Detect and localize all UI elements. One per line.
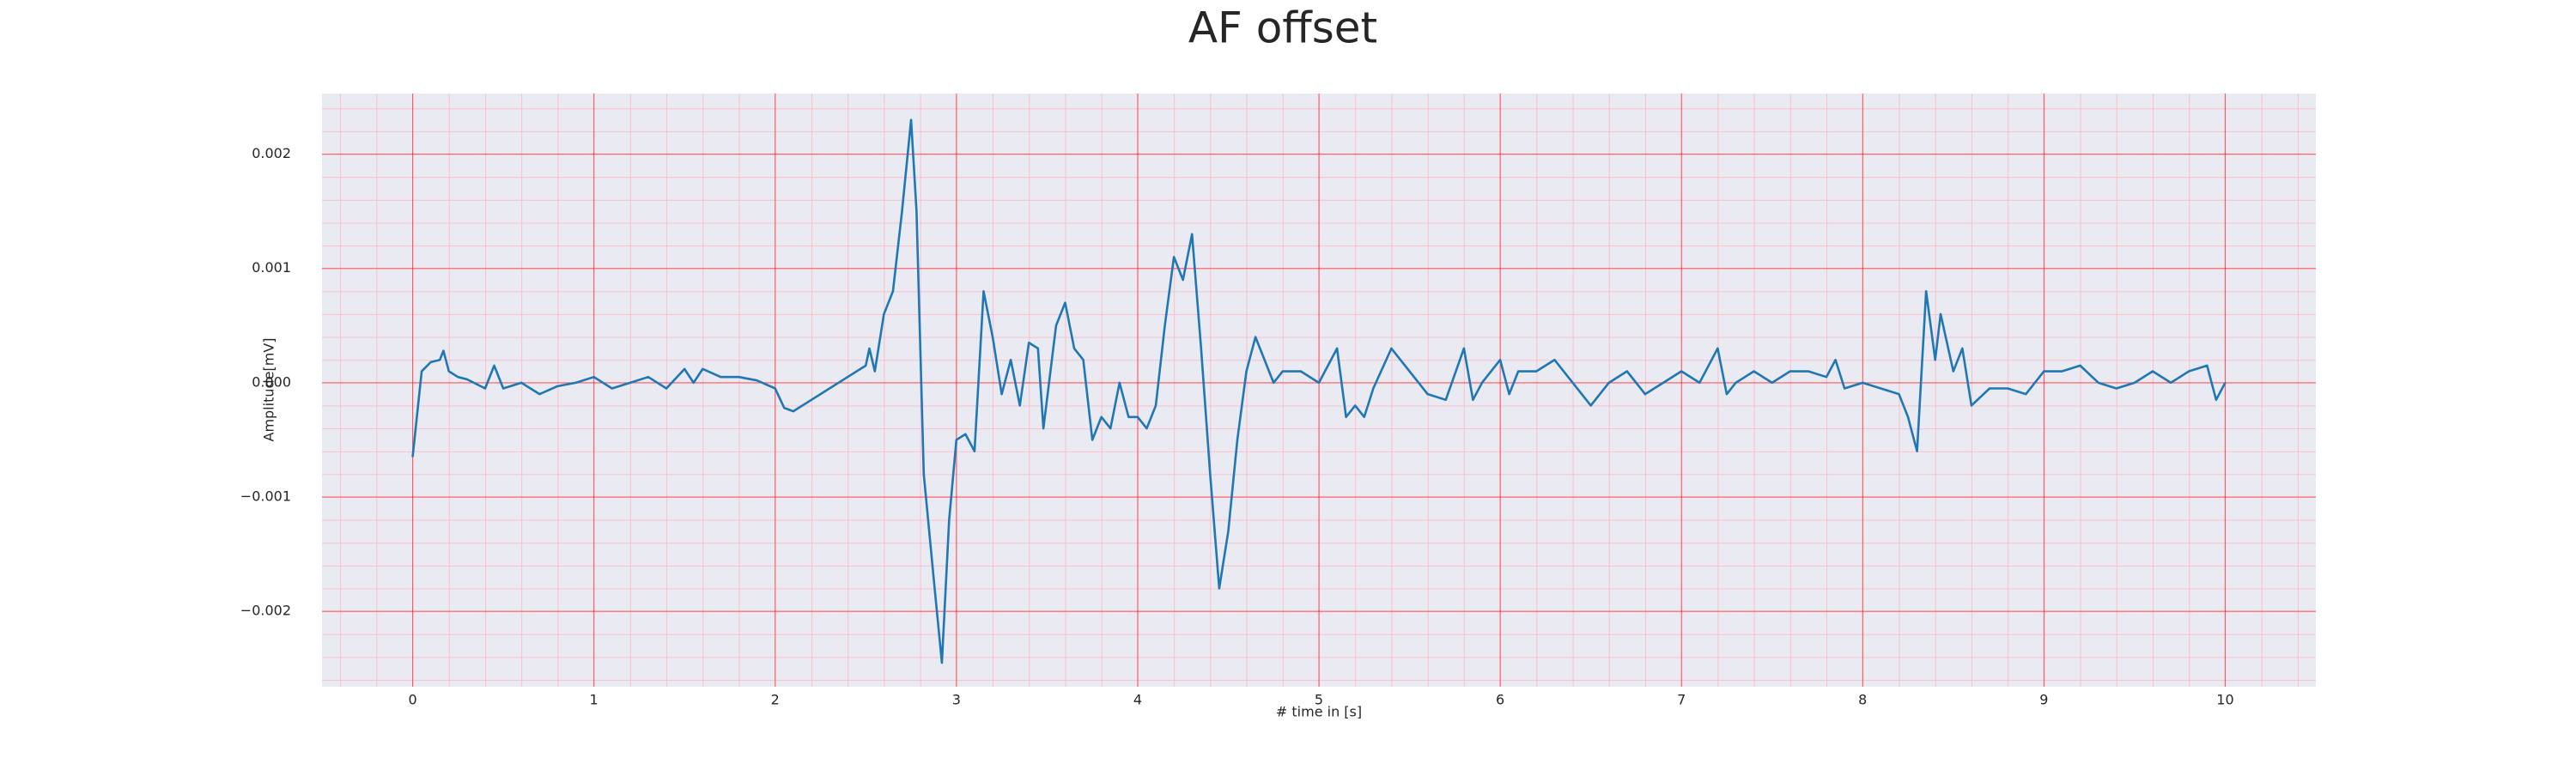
y-tick-label: 0.001: [252, 259, 291, 276]
y-tick-label: 0.000: [252, 373, 291, 390]
x-tick-label: 4: [1133, 692, 1142, 708]
y-tick-label: 0.002: [252, 145, 291, 161]
signal-line: [411, 118, 2227, 664]
x-axis-label: # time in [s]: [1276, 704, 1362, 720]
x-tick-label: 9: [2039, 692, 2048, 708]
x-tick-label: 3: [952, 692, 961, 708]
x-tick-label: 6: [1496, 692, 1504, 708]
x-tick-label: 7: [1677, 692, 1686, 708]
y-tick-label: −0.001: [240, 488, 291, 504]
x-tick-label: 5: [1315, 692, 1323, 708]
y-axis-label: Amplitude[mV]: [261, 337, 277, 441]
x-tick-label: 0: [408, 692, 416, 708]
chart-title: AF offset: [1188, 3, 1377, 53]
x-tick-label: 8: [1858, 692, 1867, 708]
x-tick-label: 2: [771, 692, 780, 708]
x-tick-label: 10: [2216, 692, 2233, 708]
x-tick-label: 1: [590, 692, 598, 708]
y-tick-label: −0.002: [240, 603, 291, 619]
